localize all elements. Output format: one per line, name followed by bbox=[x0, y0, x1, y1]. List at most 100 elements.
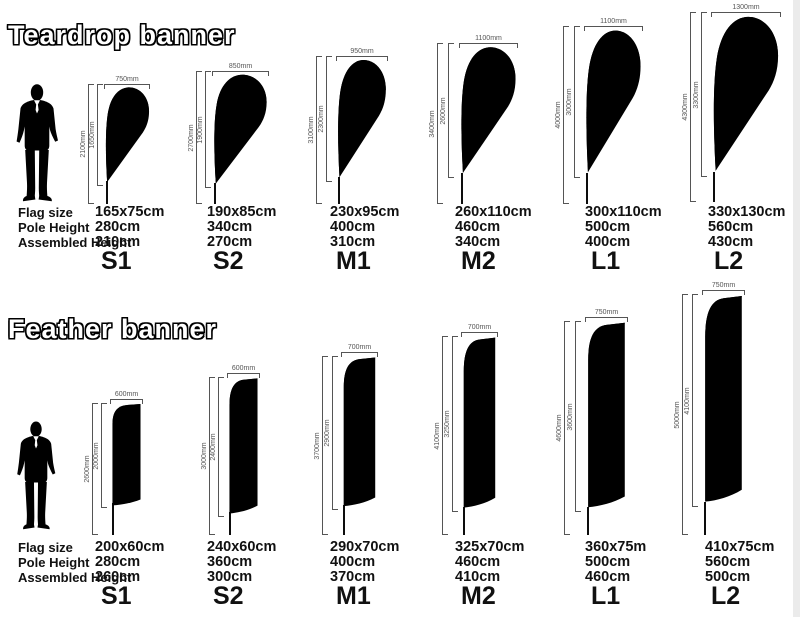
teardrop-flag bbox=[214, 74, 267, 184]
flag-height-dimension-label: 2900mm bbox=[324, 419, 331, 447]
assembled-height-value: 210cm bbox=[95, 234, 141, 250]
flag-height-dimension-label: 2400mm bbox=[210, 433, 217, 461]
flag-width-dimension: 700mm bbox=[461, 324, 498, 337]
size-code: S1 bbox=[101, 582, 132, 610]
assembled-height-value: 400cm bbox=[585, 234, 631, 250]
assembled-height-value: 430cm bbox=[708, 234, 754, 250]
feather-flag bbox=[229, 378, 258, 514]
flag-height-dimension: 2400mm bbox=[210, 377, 224, 517]
teardrop-section-title: Teardrop banner bbox=[8, 20, 236, 50]
assembled-height-dimension: 2100mm bbox=[80, 84, 94, 204]
pole-height-value: 280cm bbox=[95, 219, 141, 235]
flag-width-dimension-label: 700mm bbox=[467, 324, 492, 331]
flag-width-dimension: 850mm bbox=[212, 63, 269, 76]
flag-height-dimension-label: 3600mm bbox=[567, 402, 574, 431]
assembled-height-dimension: 3400mm bbox=[429, 43, 443, 204]
assembled-height-dimension: 4000mm bbox=[555, 26, 569, 204]
flag-height-dimension: 3250mm bbox=[444, 336, 458, 512]
feather-flag bbox=[112, 403, 141, 506]
flag-height-dimension: 3000mm bbox=[566, 26, 580, 178]
feather-m1-specs: 290x70cm 400cm 370cm M1 bbox=[330, 540, 399, 610]
pole-height-value: 460cm bbox=[455, 554, 501, 570]
flag-height-dimension-label: 2300mm bbox=[318, 105, 325, 133]
size-code: L1 bbox=[591, 582, 621, 610]
feather-flag bbox=[588, 322, 625, 508]
pole-height-value: 500cm bbox=[585, 219, 631, 235]
flag-width-dimension: 1100mm bbox=[584, 18, 643, 31]
feather-s1-specs: 200x60cm 280cm 260cm S1 bbox=[95, 539, 165, 610]
flag-width-dimension: 700mm bbox=[341, 344, 378, 357]
assembled-height-dimension: 3700mm bbox=[314, 356, 328, 535]
pole-height-value: 560cm bbox=[705, 554, 751, 570]
size-code: S2 bbox=[213, 247, 244, 275]
flag-height-dimension-label: 4100mm bbox=[684, 386, 691, 415]
flag-height-dimension-label: 3250mm bbox=[444, 410, 451, 438]
teardrop-l2-specs: 330x130cm 560cm 430cm L2 bbox=[708, 204, 786, 275]
flag-height-dimension: 1900mm bbox=[197, 71, 211, 188]
flag-width-dimension: 750mm bbox=[585, 309, 628, 322]
page-edge-shading bbox=[793, 0, 800, 617]
pole bbox=[338, 177, 340, 204]
row-label-flag-size: Flag size bbox=[18, 205, 73, 220]
assembled-height-dimension: 4600mm bbox=[556, 321, 570, 535]
flag-width-dimension: 1100mm bbox=[459, 35, 518, 48]
flag-width-dimension-label: 750mm bbox=[594, 309, 619, 316]
pole bbox=[704, 502, 706, 535]
flag-width-dimension-label: 750mm bbox=[711, 282, 736, 289]
flag-width-dimension: 750mm bbox=[702, 282, 745, 295]
assembled-height-value: 310cm bbox=[330, 234, 376, 250]
feather-l2-specs: 410x75cm 560cm 500cm L2 bbox=[705, 540, 774, 609]
flag-width-dimension-label: 1100mm bbox=[475, 35, 502, 42]
assembled-height-dimension-label: 3400mm bbox=[429, 109, 436, 138]
flag-width-dimension: 600mm bbox=[227, 365, 260, 378]
teardrop-s1-specs: 165x75cm 280cm 210cm S1 bbox=[95, 205, 164, 275]
flag-height-dimension: 2600mm bbox=[440, 43, 454, 178]
flag-size-value: 330x130cm bbox=[708, 204, 786, 220]
flag-height-dimension-label: 1900mm bbox=[197, 115, 204, 144]
assembled-height-dimension-label: 2700mm bbox=[188, 123, 195, 152]
teardrop-m1-specs: 230x95cm 400cm 310cm M1 bbox=[330, 205, 399, 274]
pole-height-value: 400cm bbox=[330, 554, 376, 570]
pole bbox=[586, 173, 588, 204]
feather-flag bbox=[705, 295, 742, 502]
feather-section-title: Feather banner bbox=[8, 314, 218, 344]
flag-width-dimension: 750mm bbox=[104, 76, 150, 89]
size-code: L2 bbox=[714, 247, 744, 275]
assembled-height-dimension-label: 2600mm bbox=[84, 455, 91, 483]
assembled-height-value: 260cm bbox=[95, 569, 141, 585]
flag-height-dimension: 4100mm bbox=[684, 294, 698, 507]
row-label-assembled-height: Assembled Height bbox=[18, 235, 132, 250]
flag-size-value: 200x60cm bbox=[95, 539, 165, 555]
assembled-height-dimension: 4300mm bbox=[682, 12, 696, 202]
size-code: S1 bbox=[101, 247, 132, 275]
size-code: M1 bbox=[336, 582, 371, 610]
row-label-pole-height: Pole Height bbox=[18, 555, 90, 570]
feather-spec-row-labels: Flag size Pole Height Assembled Height bbox=[18, 540, 131, 585]
pole-height-value: 400cm bbox=[330, 219, 376, 235]
teardrop-flag bbox=[105, 87, 150, 183]
feather-flag bbox=[343, 357, 376, 507]
flag-height-dimension-label: 2600mm bbox=[440, 96, 447, 125]
assembled-height-value: 270cm bbox=[207, 234, 253, 250]
size-code: S2 bbox=[213, 582, 244, 610]
flag-height-dimension-label: 1650mm bbox=[89, 121, 96, 149]
assembled-height-dimension-label: 3000mm bbox=[201, 442, 208, 470]
assembled-height-value: 300cm bbox=[207, 569, 253, 585]
flag-width-dimension: 950mm bbox=[336, 48, 388, 61]
pole bbox=[106, 181, 108, 204]
flag-width-dimension: 600mm bbox=[110, 391, 143, 404]
teardrop-flag bbox=[586, 30, 641, 173]
feather-flag bbox=[463, 337, 496, 508]
flag-height-dimension-label: 3000mm bbox=[566, 88, 573, 116]
flag-height-dimension-label: 2000mm bbox=[93, 441, 100, 470]
assembled-height-value: 370cm bbox=[330, 569, 376, 585]
assembled-height-value: 460cm bbox=[585, 569, 631, 585]
flag-size-value: 300x110cm bbox=[585, 204, 662, 220]
row-label-flag-size: Flag size bbox=[18, 540, 73, 555]
size-code: L1 bbox=[591, 247, 621, 275]
pole-height-value: 340cm bbox=[207, 219, 253, 235]
flag-width-dimension-label: 700mm bbox=[347, 344, 372, 351]
feather-s2-specs: 240x60cm 360cm 300cm S2 bbox=[207, 540, 276, 610]
assembled-height-value: 340cm bbox=[455, 234, 501, 250]
